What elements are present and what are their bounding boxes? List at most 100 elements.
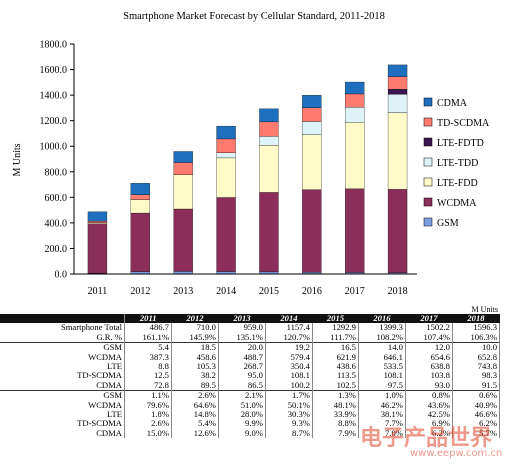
x-axis-ticks: 2011 2012 2013 2014 2015 2016 2017 2018 — [88, 286, 408, 297]
legend-swatch-lte-fdtd — [423, 137, 433, 147]
table-cell: 1399.3 — [358, 322, 406, 333]
table-row-label: CDMA — [0, 428, 125, 439]
table-cell: 161.1% — [124, 332, 172, 343]
chart-background — [0, 0, 508, 312]
table-cell: 458.6 — [171, 352, 219, 363]
table-row-label: CDMA — [0, 380, 125, 391]
bar-segment-cdma — [216, 125, 236, 140]
table-row-label: GSM — [0, 390, 125, 401]
table-row: G.R. % 161.1% 145.9% 135.1% 120.7% 111.7% 108.… — [0, 332, 501, 343]
table-cell: 42.5% — [405, 409, 453, 420]
table-row-label: GSM — [0, 342, 125, 353]
table-header-year: 2015 — [312, 313, 359, 324]
bar-segment-cdma — [345, 81, 365, 95]
table-cell: 2.1% — [218, 390, 266, 401]
table-cell: 105.3 — [171, 361, 219, 372]
table-cell: 107.4% — [405, 332, 453, 343]
table-row-label: WCDMA — [0, 352, 125, 363]
bar-segment-lte-fdd — [387, 112, 408, 190]
table-cell: 2.6% — [171, 390, 219, 401]
table-row-label: TD-SCDMA — [0, 419, 125, 429]
table-cell: 8.8 — [124, 361, 172, 372]
table-cell: 6.9% — [405, 419, 453, 429]
table-cell: 103.8 — [405, 371, 453, 381]
table-cell: 6.2% — [405, 428, 453, 439]
table-header-corner — [0, 314, 125, 324]
table-cell: 43.6% — [405, 400, 453, 411]
table-cell: 5.4% — [171, 419, 219, 429]
table-row-label: Smartphone Total — [0, 322, 125, 333]
table-cell: 959.0 — [218, 322, 266, 333]
table-cell: 72.8 — [124, 380, 172, 391]
table-row: GSM 1.1% 2.6% 2.1% 1.7% 1.3% 1.0% 0.8% 0.6% — [0, 390, 501, 401]
table-cell: 1.1% — [124, 390, 172, 401]
legend-label: LTE-TDD — [437, 158, 478, 169]
table-row-label: G.R. % — [0, 332, 125, 343]
table-cell: 533.5 — [358, 361, 406, 372]
table-cell: 48.1% — [312, 400, 359, 411]
table-cell: 488.7 — [218, 352, 266, 363]
x-tick-label: 2014 — [216, 286, 236, 297]
table-cell: 350.4 — [265, 361, 313, 372]
x-tick-label: 2017 — [345, 286, 365, 297]
bar-segment-wcdma — [302, 189, 322, 273]
bar-segment-td-scdma — [173, 162, 193, 175]
bar-segment-td-scdma — [87, 220, 108, 223]
bar-segment-wcdma — [87, 223, 108, 274]
table-cell: 106.3% — [452, 332, 501, 343]
x-tick-label: 2015 — [259, 286, 279, 297]
legend-swatch-cdma — [423, 97, 433, 107]
table-row-label: TD-SCDMA — [0, 371, 125, 381]
legend-label: GSM — [437, 218, 459, 229]
table-cell: 1157.4 — [265, 322, 313, 333]
table-cell: 97.5 — [358, 380, 406, 391]
table-cell: 51.0% — [218, 400, 266, 411]
y-tick-label: 0.0 — [55, 270, 68, 281]
table-cell: 8.7% — [265, 428, 313, 439]
table-header-year: 2016 — [358, 313, 406, 324]
legend-swatch-lte-fdd — [423, 177, 433, 187]
table-row: WCDMA 387.3 458.6 488.7 579.4 621.9 646.1 654.6… — [0, 352, 501, 363]
legend-label: TD-SCDMA — [437, 118, 490, 129]
table-cell: 30.3% — [265, 409, 313, 420]
table-cell: 20.0 — [218, 342, 266, 353]
table-header-year: 2012 — [171, 313, 219, 324]
table-cell: 0.6% — [452, 390, 501, 401]
table-cell: 7.0% — [358, 428, 406, 439]
table-cell: 89.5 — [171, 380, 219, 391]
watermark-url: www.eepw.com.cn — [410, 448, 503, 459]
y-tick-label: 600.0 — [45, 193, 68, 204]
table-cell: 135.1% — [218, 332, 266, 343]
table-cell: 86.5 — [218, 380, 266, 391]
table-cell: 145.9% — [171, 332, 219, 343]
table-cell: 9.9% — [218, 419, 266, 429]
bar-segment-cdma — [87, 211, 108, 222]
bar-segment-cdma — [130, 183, 150, 195]
table-header-year: 2014 — [265, 313, 313, 324]
table-cell: 1.0% — [358, 390, 406, 401]
bar-segment-cdma — [302, 95, 322, 108]
y-tick-label: 800.0 — [45, 167, 68, 178]
table-header-year: 2011 — [124, 313, 172, 324]
table-cell: 16.5 — [312, 342, 359, 353]
watermark: 电子产品世界 — [360, 426, 493, 451]
bar-segment-lte-fdd — [259, 144, 279, 193]
table-cell: 40.9% — [452, 400, 501, 411]
table-cell: 638.8 — [405, 361, 453, 372]
table-cell: 8.8% — [312, 419, 359, 429]
table-cell: 7.9% — [312, 428, 359, 439]
legend-swatch-lte-tdd — [423, 157, 433, 167]
bar-segment-lte-fdd — [216, 157, 236, 198]
bar-segment-lte-fdd — [302, 134, 322, 190]
table-row-label: LTE — [0, 409, 125, 420]
table-cell: 18.5 — [171, 342, 219, 353]
y-tick-label: 1600.0 — [40, 65, 68, 76]
table-cell: 2.6% — [124, 419, 172, 429]
table-cell: 64.6% — [171, 400, 219, 411]
y-tick-label: 1800.0 — [40, 40, 68, 51]
bar-segment-lte-tdd — [259, 136, 279, 146]
table-cell: 5.7% — [452, 428, 501, 439]
table-row: GSM 5.4 18.5 20.0 19.2 16.5 14.0 12.0 10.0 — [0, 342, 501, 353]
bar-segment-td-scdma — [130, 194, 150, 200]
bar-segment-wcdma — [345, 188, 365, 273]
